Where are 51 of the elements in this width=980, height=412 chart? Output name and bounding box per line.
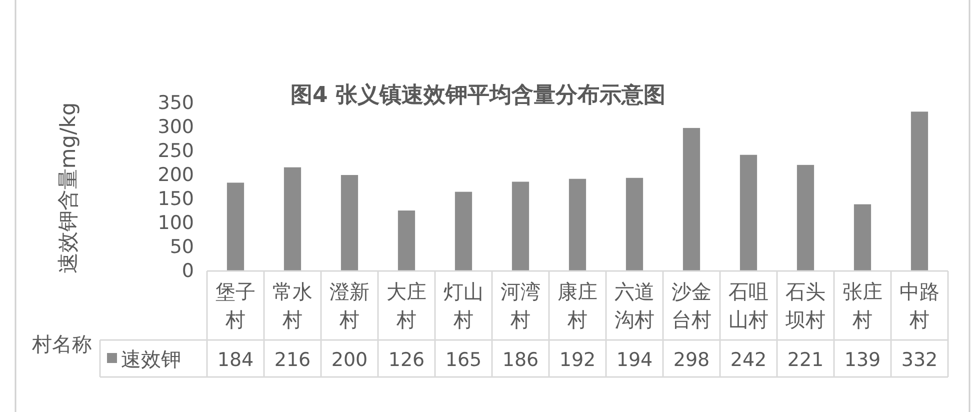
x-tick-label: 六道沟村 <box>614 280 654 332</box>
y-tick-label: 0 <box>182 260 194 282</box>
x-tick-label: 堡子村 <box>216 280 256 332</box>
x-axis-title: 村名称 <box>31 332 92 356</box>
bar <box>454 192 472 271</box>
data-label: 221 <box>787 349 824 371</box>
chart-title: 图4 张义镇速效钾平均含量分布示意图 <box>290 82 666 108</box>
bar <box>284 167 302 271</box>
bar <box>740 154 758 271</box>
y-tick-label: 350 <box>158 92 194 114</box>
y-tick-label: 50 <box>170 236 194 258</box>
y-tick-label: 100 <box>158 212 194 234</box>
data-label: 139 <box>844 349 881 371</box>
x-tick-label: 大庄村 <box>386 280 426 332</box>
bar <box>512 182 530 271</box>
x-tick-label: 康庄村 <box>558 280 598 332</box>
bar <box>568 178 586 271</box>
x-tick-label: 中路村 <box>900 280 940 332</box>
x-tick-label: 澄新村 <box>330 280 370 332</box>
data-label: 186 <box>502 349 539 371</box>
y-tick-label: 300 <box>158 116 194 138</box>
data-label: 184 <box>217 349 254 371</box>
data-label: 216 <box>274 349 311 371</box>
y-tick-label: 250 <box>158 140 194 162</box>
bar <box>626 178 644 271</box>
x-tick-label: 石咀山村 <box>728 280 768 332</box>
data-label: 126 <box>388 349 425 371</box>
bar <box>796 164 814 271</box>
bar <box>910 112 928 271</box>
x-tick-label: 河湾村 <box>500 280 540 332</box>
bar <box>226 182 244 271</box>
bar <box>340 175 358 271</box>
data-label: 298 <box>673 349 710 371</box>
bar <box>682 128 700 271</box>
bar <box>854 204 872 271</box>
legend-label: 速效钾 <box>121 347 181 371</box>
x-tick-label: 张庄村 <box>842 280 882 332</box>
x-tick-label: 常水村 <box>272 280 312 332</box>
data-label: 192 <box>559 349 596 371</box>
data-label: 332 <box>901 349 938 371</box>
x-tick-label: 灯山村 <box>444 280 484 332</box>
data-label: 194 <box>616 349 653 371</box>
data-label: 242 <box>730 349 767 371</box>
x-tick-label: 石头坝村 <box>784 280 826 332</box>
data-label: 165 <box>445 349 482 371</box>
y-axis-title: 速效钾含量mg/kg <box>56 102 80 274</box>
bar <box>398 210 416 271</box>
x-tick-label: 沙金台村 <box>672 280 712 332</box>
y-tick-label: 200 <box>158 164 194 186</box>
data-label: 200 <box>331 349 368 371</box>
y-tick-label: 150 <box>158 188 194 210</box>
